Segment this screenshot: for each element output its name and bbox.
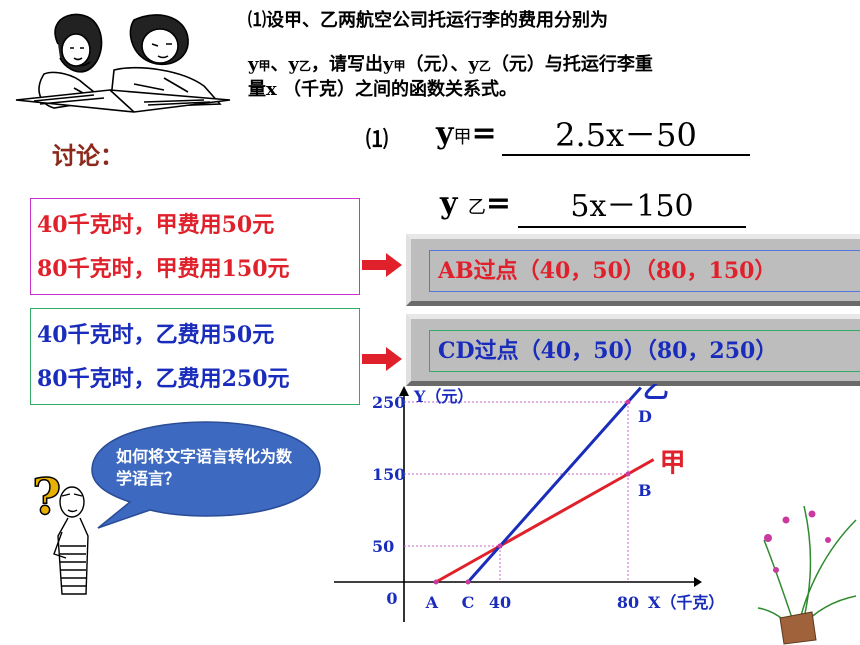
x-axis-arrow-icon: [694, 577, 702, 587]
fact-line: 40千克时，乙费用50元: [37, 322, 275, 348]
data-point: [497, 543, 503, 549]
origin-label: 0: [386, 589, 397, 608]
chart-guides: [404, 401, 629, 582]
equals-sign: =: [471, 116, 497, 151]
y-tick-label: 150: [372, 465, 405, 484]
text-part: 、y: [270, 54, 299, 75]
fact-line: 80千克时，甲费用150元: [37, 256, 290, 282]
series-line: [435, 458, 655, 584]
problem-statement: ⑴设甲、乙两航空公司托运行李的费用分别为 y甲、y乙，请写出y甲（元）、y乙（元…: [248, 6, 838, 105]
text-part: （元）、y: [405, 54, 479, 75]
points-cd-box: CD过点（40，50）（80，250）: [406, 314, 860, 386]
equation-jia-label: y甲=: [436, 116, 497, 151]
x-tick-label: 40: [489, 593, 511, 612]
sub-yi: 乙: [467, 197, 486, 218]
equation-yi-label: y 乙=: [440, 186, 511, 221]
point-label: B: [638, 481, 652, 500]
fact-line: 40千克时，甲费用50元: [37, 212, 275, 238]
data-point: [465, 579, 471, 585]
y-var: y: [440, 186, 458, 221]
sub-yi: 乙: [298, 59, 311, 73]
equation-number: ⑴: [366, 127, 389, 153]
points-cd-text: CD过点（40，50）（80，250）: [429, 330, 860, 372]
points-ab-text: AB过点（40，50）（80，150）: [429, 250, 860, 292]
problem-line-2: y甲、y乙，请写出y甲（元）、y乙（元）与托运行李重: [248, 50, 838, 81]
facts-jia-box: 40千克时，甲费用50元 80千克时，甲费用150元: [30, 198, 360, 295]
point-label: A: [425, 593, 439, 612]
equals-sign: =: [485, 186, 512, 221]
y-tick-label: 250: [372, 393, 405, 412]
svg-text:?: ?: [32, 467, 61, 526]
problem-line-3: 量x （千克）之间的函数关系式。: [248, 79, 517, 100]
facts-yi-box: 40千克时，乙费用50元 80千克时，乙费用250元: [30, 308, 360, 405]
question-text: 如何将文字语言转化为数学语言？: [116, 447, 293, 488]
text-part: （元）与托运行李重: [490, 54, 653, 75]
y-var: y: [436, 116, 454, 151]
right-arrow-icon: [362, 253, 402, 277]
discussion-label: 讨论：: [52, 141, 124, 170]
sub-jia: 甲: [453, 127, 472, 148]
point-label: D: [638, 407, 652, 426]
text-part: ，请写出y: [310, 54, 394, 75]
data-point: [433, 579, 439, 585]
children-reading-illustration: [15, 13, 231, 113]
equation-yi-value: 5x－150: [518, 188, 746, 228]
x-tick-label: 80: [617, 593, 639, 612]
chart-series: [433, 386, 655, 585]
right-arrow-icon: [362, 347, 402, 371]
data-point: [625, 471, 631, 477]
sub-yi: 乙: [478, 59, 491, 73]
data-point: [625, 399, 631, 405]
point-label: C: [462, 593, 475, 612]
x-axis-label: X（千克）: [648, 593, 724, 612]
sub-jia: 甲: [393, 59, 406, 73]
orchid-decoration: [757, 505, 857, 645]
fact-line: 80千克时，乙费用250元: [37, 366, 290, 392]
series-line: [466, 386, 642, 583]
problem-line-1: ⑴设甲、乙两航空公司托运行李的费用分别为: [248, 10, 608, 31]
sub-jia: 甲: [258, 59, 271, 73]
speech-bubble: [91, 421, 321, 529]
series-name-jia: 甲: [660, 449, 686, 479]
thinking-person-illustration: ?: [31, 466, 89, 595]
y-tick-label: 50: [372, 537, 394, 556]
series-name-yi: 乙: [643, 384, 669, 405]
points-ab-box: AB过点（40，50）（80，150）: [406, 234, 860, 306]
chart-labels: 250 150 50 40 80 0 Y（元） X（千克） A C B D 甲 乙: [372, 384, 724, 612]
y-var: y: [248, 54, 259, 75]
y-axis-label: Y（元）: [413, 387, 473, 406]
equation-jia-value: 2.5x－50: [502, 116, 750, 156]
y-axis-arrow-icon: [399, 386, 409, 396]
cost-chart: 250 150 50 40 80 0 Y（元） X（千克） A C B D 甲 乙: [334, 384, 724, 622]
